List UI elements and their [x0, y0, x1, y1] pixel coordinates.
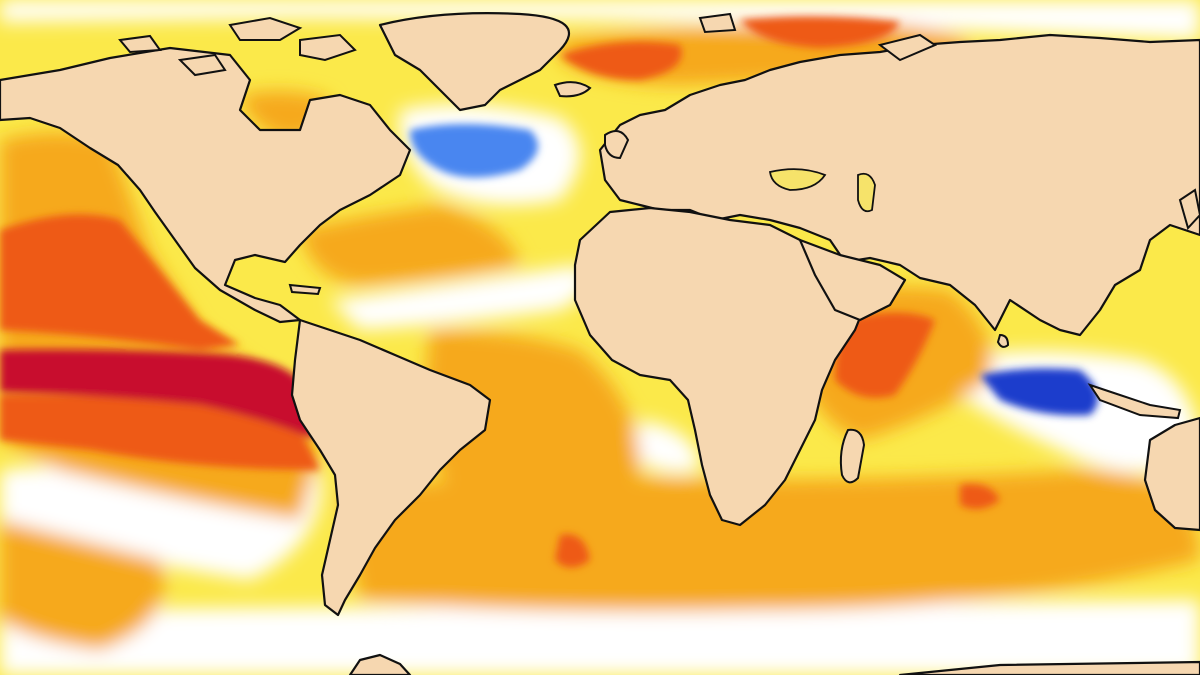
landmass-north-america: [0, 46, 412, 324]
landmass-australia: [1143, 416, 1200, 532]
landmass-eurasia: [598, 33, 1200, 337]
warm3-south-atlantic-spot: [555, 534, 590, 568]
warm3-north-pacific: [0, 214, 240, 350]
landmass-south-america: [290, 318, 492, 617]
landmass-madagascar: [839, 428, 866, 484]
landmass-arabia: [798, 238, 907, 322]
landmass-arctic-island: [118, 34, 162, 54]
landmass-novaya-zemlya: [877, 33, 938, 62]
landmass-arctic-island: [228, 16, 303, 41]
warm-southwest-pacific: [0, 520, 164, 650]
landmass-british-isles: [604, 130, 630, 160]
landmasses: [0, 12, 1200, 675]
landmass-antarctica: [348, 653, 1200, 675]
warm-gulf-atlantic: [300, 205, 520, 285]
warm3-western-indian: [835, 312, 935, 398]
landmass-indonesia: [1087, 383, 1182, 420]
warm3-kara: [740, 16, 900, 48]
warm3-indian-spot: [960, 484, 1000, 509]
landmass-black-sea: [768, 168, 827, 191]
north-atlantic-cold-core: [430, 133, 511, 171]
landmass-greenland: [378, 12, 571, 112]
indian-ocean-cold-core: [1015, 375, 1092, 410]
neutral-tropical-atlantic: [330, 265, 587, 330]
neutral-southern-ocean: [0, 600, 1200, 675]
landmass-sri-lanka: [996, 333, 1010, 348]
landmass-caribbean: [288, 283, 322, 296]
landmass-caspian: [857, 172, 876, 213]
neutral-south-atlantic: [630, 420, 700, 473]
landmass-arctic-island: [177, 53, 227, 77]
neutral-arctic: [0, 0, 1200, 40]
equatorial-pacific-anomaly: [0, 349, 315, 440]
landmass-arctic-island: [299, 33, 357, 62]
landmass-svalbard: [698, 12, 737, 34]
warm3-barents: [560, 41, 682, 80]
landmass-africa: [573, 206, 867, 527]
arctic-archipelago: [118, 12, 938, 77]
landmass-japan: [1178, 188, 1200, 230]
landmass-iceland: [553, 81, 592, 98]
